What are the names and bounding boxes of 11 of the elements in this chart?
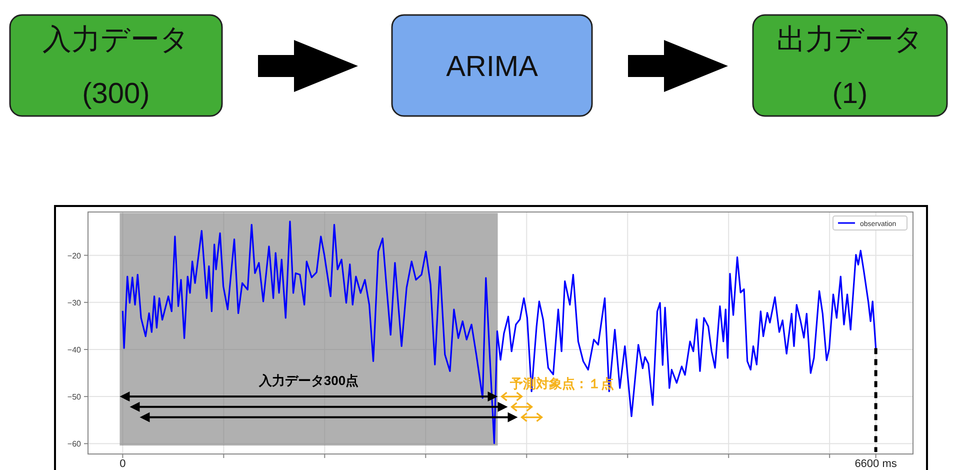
y-tick-label: −30 <box>67 298 82 308</box>
y-tick-label: −40 <box>67 345 82 354</box>
x-tick-label: 6600 ms <box>854 458 898 470</box>
text: ARIMA <box>446 51 539 83</box>
y-tick-label: −20 <box>67 251 82 260</box>
x-tick-label: 0 <box>120 458 126 470</box>
text: 入力データ (300) <box>42 24 190 110</box>
band-label: 入力データ300点 <box>258 372 359 388</box>
text: 出力データ (1) <box>776 24 924 110</box>
y-tick-label: −60 <box>67 440 82 449</box>
y-tick-label: −50 <box>67 392 82 402</box>
